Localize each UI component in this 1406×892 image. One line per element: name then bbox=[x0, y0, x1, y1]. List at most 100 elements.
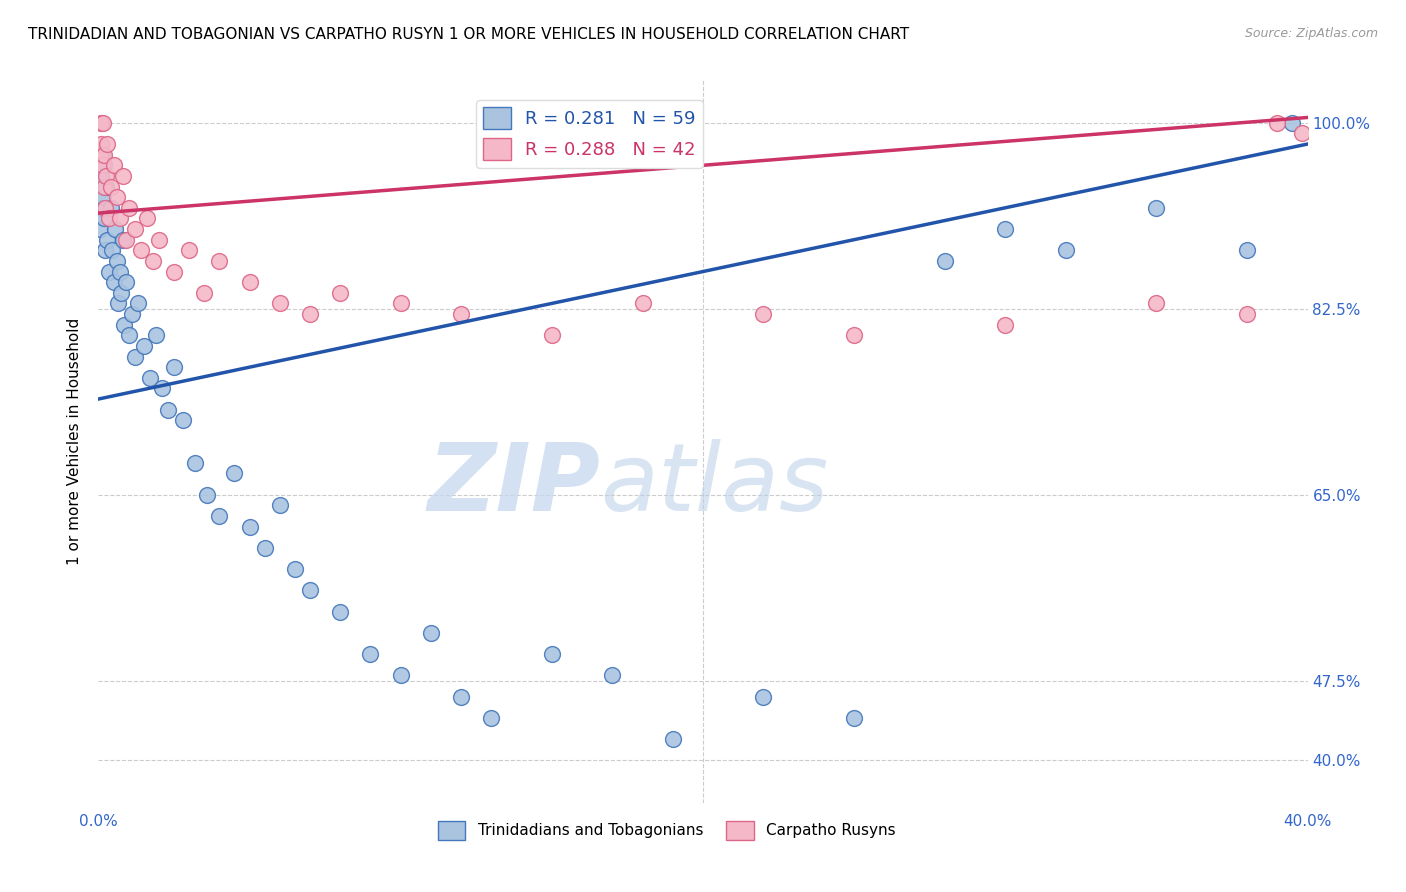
Point bbox=[93, 147, 115, 161]
Point bbox=[103, 275, 125, 289]
Point bbox=[450, 307, 472, 321]
Point bbox=[172, 413, 194, 427]
Point bbox=[111, 233, 134, 247]
Point bbox=[104, 222, 127, 236]
Point bbox=[142, 253, 165, 268]
Point bbox=[100, 179, 122, 194]
Point bbox=[98, 211, 121, 226]
Point bbox=[89, 222, 111, 236]
Point bbox=[96, 136, 118, 151]
Point bbox=[108, 264, 131, 278]
Point bbox=[1291, 127, 1313, 141]
Point bbox=[100, 201, 122, 215]
Point bbox=[1267, 116, 1289, 130]
Point bbox=[127, 296, 149, 310]
Point bbox=[91, 190, 114, 204]
Point bbox=[148, 233, 170, 247]
Point bbox=[114, 275, 136, 289]
Point bbox=[1146, 296, 1168, 310]
Point bbox=[101, 244, 124, 258]
Point bbox=[90, 169, 112, 183]
Point bbox=[299, 583, 322, 598]
Point bbox=[239, 519, 262, 533]
Point bbox=[450, 690, 472, 704]
Point bbox=[94, 244, 117, 258]
Point bbox=[90, 136, 112, 151]
Point bbox=[111, 169, 134, 183]
Point bbox=[752, 307, 775, 321]
Point bbox=[139, 371, 162, 385]
Point bbox=[934, 253, 956, 268]
Point bbox=[135, 211, 157, 226]
Point bbox=[90, 201, 112, 215]
Point bbox=[112, 318, 135, 332]
Point bbox=[132, 339, 155, 353]
Point bbox=[129, 244, 152, 258]
Point bbox=[91, 158, 114, 172]
Point bbox=[994, 318, 1017, 332]
Text: ZIP: ZIP bbox=[427, 439, 600, 531]
Point bbox=[105, 190, 128, 204]
Point bbox=[269, 296, 291, 310]
Point bbox=[844, 711, 866, 725]
Point bbox=[540, 647, 562, 661]
Point bbox=[1236, 307, 1258, 321]
Point bbox=[107, 296, 129, 310]
Point bbox=[118, 201, 141, 215]
Point bbox=[360, 647, 382, 661]
Point bbox=[224, 467, 246, 481]
Point bbox=[1054, 244, 1077, 258]
Point bbox=[94, 179, 117, 194]
Point bbox=[94, 169, 117, 183]
Point bbox=[98, 264, 121, 278]
Point bbox=[89, 147, 111, 161]
Point bbox=[145, 328, 167, 343]
Text: Source: ZipAtlas.com: Source: ZipAtlas.com bbox=[1244, 27, 1378, 40]
Point bbox=[844, 328, 866, 343]
Point bbox=[94, 201, 117, 215]
Point bbox=[118, 328, 141, 343]
Point bbox=[91, 147, 114, 161]
Point bbox=[208, 253, 231, 268]
Point bbox=[389, 296, 412, 310]
Point bbox=[91, 116, 114, 130]
Point bbox=[540, 328, 562, 343]
Point bbox=[284, 562, 307, 576]
Point bbox=[389, 668, 412, 682]
Point bbox=[193, 285, 215, 300]
Point bbox=[631, 296, 654, 310]
Point bbox=[752, 690, 775, 704]
Point bbox=[661, 732, 683, 747]
Point bbox=[124, 350, 146, 364]
Point bbox=[156, 402, 179, 417]
Point bbox=[299, 307, 322, 321]
Point bbox=[150, 381, 173, 395]
Point bbox=[481, 711, 503, 725]
Point bbox=[184, 456, 207, 470]
Point bbox=[93, 179, 115, 194]
Legend: Trinidadians and Tobagonians, Carpatho Rusyns: Trinidadians and Tobagonians, Carpatho R… bbox=[432, 815, 901, 846]
Point bbox=[90, 116, 112, 130]
Point bbox=[1236, 244, 1258, 258]
Point bbox=[602, 668, 624, 682]
Point bbox=[195, 488, 218, 502]
Point bbox=[329, 285, 352, 300]
Point bbox=[110, 285, 132, 300]
Point bbox=[96, 233, 118, 247]
Point bbox=[93, 211, 115, 226]
Point bbox=[163, 360, 186, 375]
Point bbox=[329, 605, 352, 619]
Point bbox=[1281, 116, 1303, 130]
Point bbox=[114, 233, 136, 247]
Point bbox=[253, 541, 276, 555]
Point bbox=[124, 222, 146, 236]
Point bbox=[108, 211, 131, 226]
Point bbox=[121, 307, 143, 321]
Y-axis label: 1 or more Vehicles in Household: 1 or more Vehicles in Household bbox=[67, 318, 83, 566]
Point bbox=[163, 264, 186, 278]
Point bbox=[994, 222, 1017, 236]
Text: atlas: atlas bbox=[600, 440, 828, 531]
Point bbox=[239, 275, 262, 289]
Point bbox=[269, 498, 291, 512]
Point bbox=[1146, 201, 1168, 215]
